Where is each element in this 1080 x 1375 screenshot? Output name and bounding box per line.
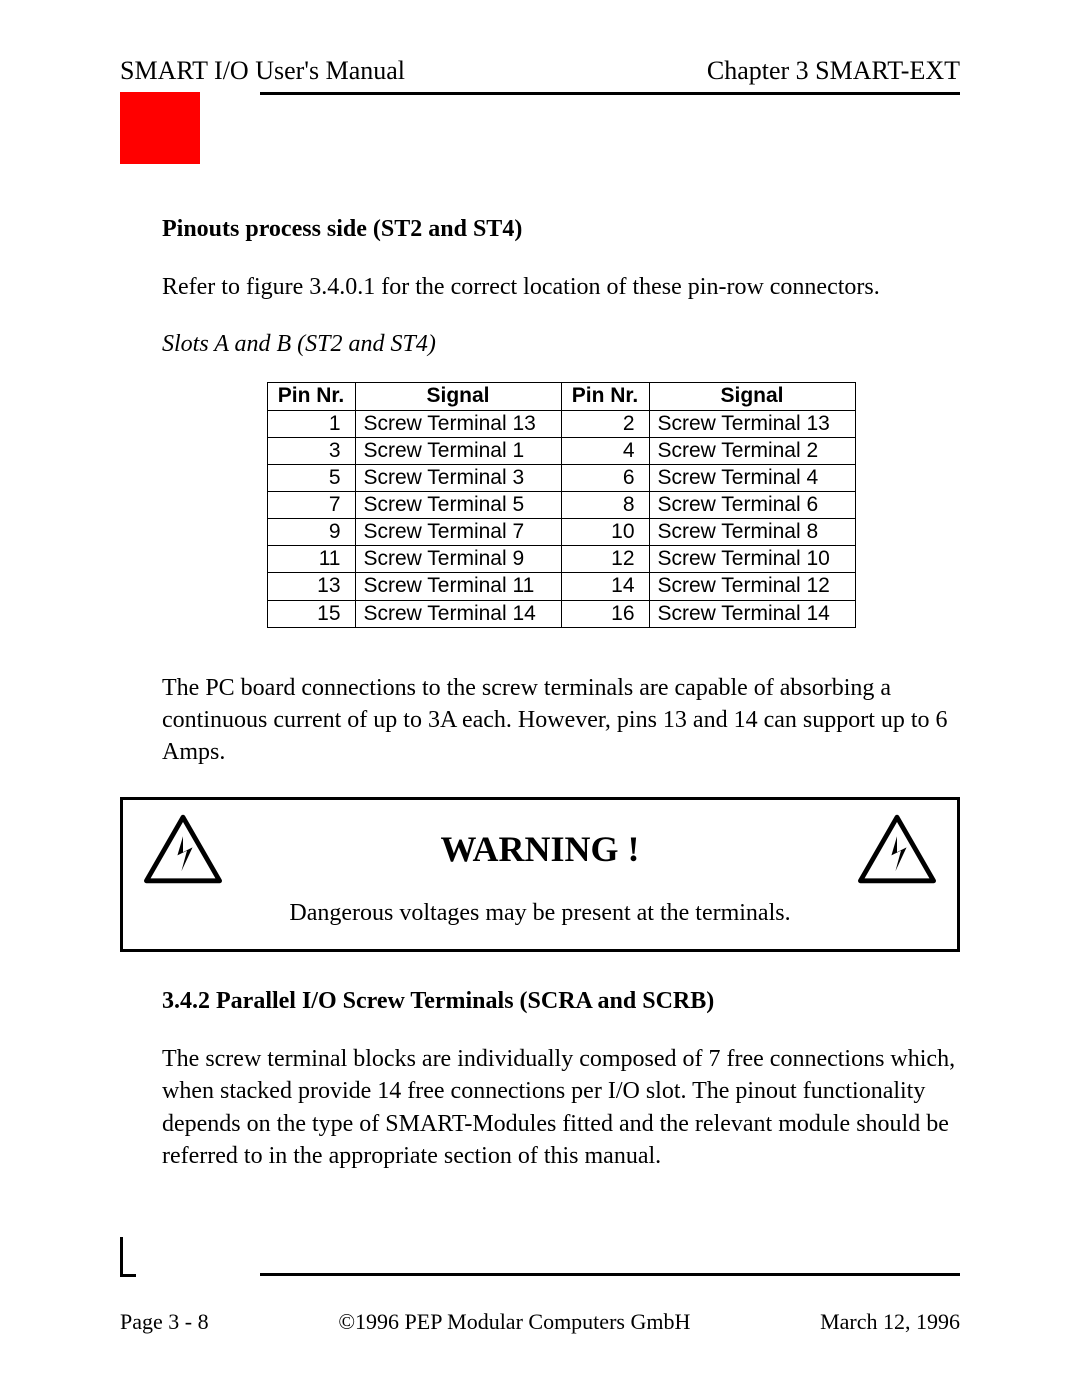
pin-nr-cell: 13 (267, 573, 355, 600)
signal-cell: Screw Terminal 14 (355, 600, 561, 627)
signal-cell: Screw Terminal 10 (649, 546, 855, 573)
header-rule (260, 92, 960, 95)
signal-cell: Screw Terminal 9 (355, 546, 561, 573)
pin-nr-cell: 8 (561, 491, 649, 518)
pin-nr-cell: 15 (267, 600, 355, 627)
pin-nr-cell: 2 (561, 410, 649, 437)
table-row: 9Screw Terminal 710Screw Terminal 8 (267, 519, 855, 546)
pin-nr-cell: 16 (561, 600, 649, 627)
section-heading-pinouts: Pinouts process side (ST2 and ST4) (162, 216, 960, 243)
table-row: 7Screw Terminal 58Screw Terminal 6 (267, 491, 855, 518)
table-row: 13Screw Terminal 1114Screw Terminal 12 (267, 573, 855, 600)
signal-cell: Screw Terminal 13 (649, 410, 855, 437)
col-header-signal-1: Signal (355, 383, 561, 410)
pin-nr-cell: 11 (267, 546, 355, 573)
footer-center: ©1996 PEP Modular Computers GmbH (338, 1309, 690, 1335)
warning-text: Dangerous voltages may be present at the… (143, 900, 937, 927)
pin-nr-cell: 12 (561, 546, 649, 573)
signal-cell: Screw Terminal 7 (355, 519, 561, 546)
signal-cell: Screw Terminal 5 (355, 491, 561, 518)
signal-cell: Screw Terminal 1 (355, 437, 561, 464)
col-header-pin-1: Pin Nr. (267, 383, 355, 410)
header-right: Chapter 3 SMART-EXT (707, 56, 960, 86)
slots-subheading: Slots A and B (ST2 and ST4) (162, 331, 960, 358)
signal-cell: Screw Terminal 14 (649, 600, 855, 627)
pin-nr-cell: 14 (561, 573, 649, 600)
page-footer: Page 3 - 8 ©1996 PEP Modular Computers G… (120, 1309, 960, 1335)
footer-rule-area (120, 1273, 960, 1293)
pin-nr-cell: 3 (267, 437, 355, 464)
pin-nr-cell: 9 (267, 519, 355, 546)
table-row: 1Screw Terminal 132Screw Terminal 13 (267, 410, 855, 437)
footer-l-mark (120, 1237, 136, 1277)
footer-rule (260, 1273, 960, 1276)
content-area: Pinouts process side (ST2 and ST4) Refer… (120, 174, 960, 1273)
pin-nr-cell: 7 (267, 491, 355, 518)
signal-cell: Screw Terminal 13 (355, 410, 561, 437)
pinout-table: Pin Nr. Signal Pin Nr. Signal 1Screw Ter… (267, 382, 856, 627)
warning-box: WARNING ! Dangerous voltages may be pres… (120, 797, 960, 952)
pin-nr-cell: 6 (561, 464, 649, 491)
signal-cell: Screw Terminal 12 (649, 573, 855, 600)
col-header-pin-2: Pin Nr. (561, 383, 649, 410)
pin-nr-cell: 10 (561, 519, 649, 546)
section-heading-342: 3.4.2 Parallel I/O Screw Terminals (SCRA… (162, 988, 960, 1015)
signal-cell: Screw Terminal 4 (649, 464, 855, 491)
pin-nr-cell: 1 (267, 410, 355, 437)
table-row: 5Screw Terminal 36Screw Terminal 4 (267, 464, 855, 491)
table-header-row: Pin Nr. Signal Pin Nr. Signal (267, 383, 855, 410)
warning-header-row: WARNING ! (143, 814, 937, 884)
footer-left: Page 3 - 8 (120, 1309, 209, 1335)
pin-nr-cell: 5 (267, 464, 355, 491)
table-row: 11Screw Terminal 912Screw Terminal 10 (267, 546, 855, 573)
pin-nr-cell: 4 (561, 437, 649, 464)
table-row: 15Screw Terminal 1416Screw Terminal 14 (267, 600, 855, 627)
footer-right: March 12, 1996 (820, 1309, 960, 1335)
after-table-paragraph: The PC board connections to the screw te… (162, 672, 960, 769)
red-accent-block (120, 92, 200, 164)
warning-title: WARNING ! (223, 828, 857, 870)
page-header: SMART I/O User's Manual Chapter 3 SMART-… (120, 56, 960, 86)
header-left: SMART I/O User's Manual (120, 56, 405, 86)
intro-paragraph: Refer to figure 3.4.0.1 for the correct … (162, 271, 960, 303)
signal-cell: Screw Terminal 3 (355, 464, 561, 491)
table-row: 3Screw Terminal 14Screw Terminal 2 (267, 437, 855, 464)
signal-cell: Screw Terminal 6 (649, 491, 855, 518)
hazard-icon (857, 814, 937, 884)
hazard-icon (143, 814, 223, 884)
signal-cell: Screw Terminal 11 (355, 573, 561, 600)
col-header-signal-2: Signal (649, 383, 855, 410)
signal-cell: Screw Terminal 8 (649, 519, 855, 546)
section2-paragraph: The screw terminal blocks are individual… (162, 1043, 960, 1173)
signal-cell: Screw Terminal 2 (649, 437, 855, 464)
header-rule-area (120, 92, 960, 174)
